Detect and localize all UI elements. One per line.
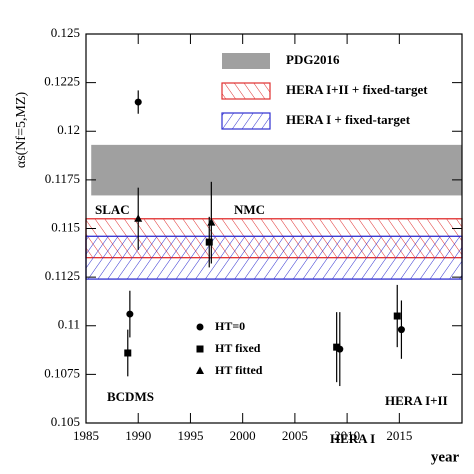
- legend-label: HT=0: [215, 319, 245, 333]
- x-tick-label: 1995: [177, 428, 203, 443]
- y-tick-label: 0.1125: [45, 268, 80, 283]
- y-tick-label: 0.1175: [45, 171, 80, 186]
- legend-swatch: [221, 82, 271, 100]
- legend-label: HERA I+II + fixed-target: [286, 82, 428, 97]
- y-tick-label: 0.1075: [44, 365, 80, 380]
- y-tick-label: 0.125: [51, 25, 80, 40]
- annotation: HERA I: [330, 431, 375, 446]
- legend-marker: [196, 323, 204, 331]
- point: [207, 218, 216, 226]
- x-tick-label: 2000: [230, 428, 256, 443]
- x-tick-label: 2005: [282, 428, 308, 443]
- x-axis-label: year: [431, 449, 460, 465]
- x-tick-label: 2015: [386, 428, 412, 443]
- y-tick-label: 0.105: [51, 414, 80, 429]
- y-tick-label: 0.11: [58, 317, 80, 332]
- x-tick-label: 2010: [334, 428, 360, 443]
- legend-label: HERA I + fixed-target: [286, 112, 411, 127]
- band: [91, 144, 462, 196]
- annotation: NMC: [234, 202, 265, 217]
- point: [134, 214, 143, 222]
- legend-marker: [196, 366, 204, 374]
- point: [205, 238, 213, 246]
- y-tick-label: 0.115: [51, 219, 80, 234]
- y-tick-label: 0.12: [57, 122, 80, 137]
- legend-label: HT fixed: [215, 341, 261, 355]
- y-tick-label: 0.1225: [44, 74, 80, 89]
- band: [85, 235, 463, 280]
- point: [134, 98, 142, 106]
- point: [124, 349, 132, 357]
- annotation: BCDMS: [107, 389, 154, 404]
- x-tick-label: 1985: [73, 428, 99, 443]
- legend-swatch: [221, 112, 271, 130]
- annotation: SLAC: [95, 202, 130, 217]
- point: [333, 343, 341, 351]
- x-tick-label: 1990: [125, 428, 151, 443]
- legend-label: PDG2016: [286, 52, 340, 67]
- point: [397, 326, 405, 334]
- legend-swatch: [222, 53, 270, 69]
- legend-label: HT fitted: [215, 363, 263, 377]
- annotation: HERA I+II: [385, 393, 448, 408]
- legend-marker: [196, 345, 204, 353]
- point: [393, 312, 401, 320]
- y-axis-label: αs(Nf=5,MZ): [14, 92, 29, 169]
- point: [126, 310, 134, 318]
